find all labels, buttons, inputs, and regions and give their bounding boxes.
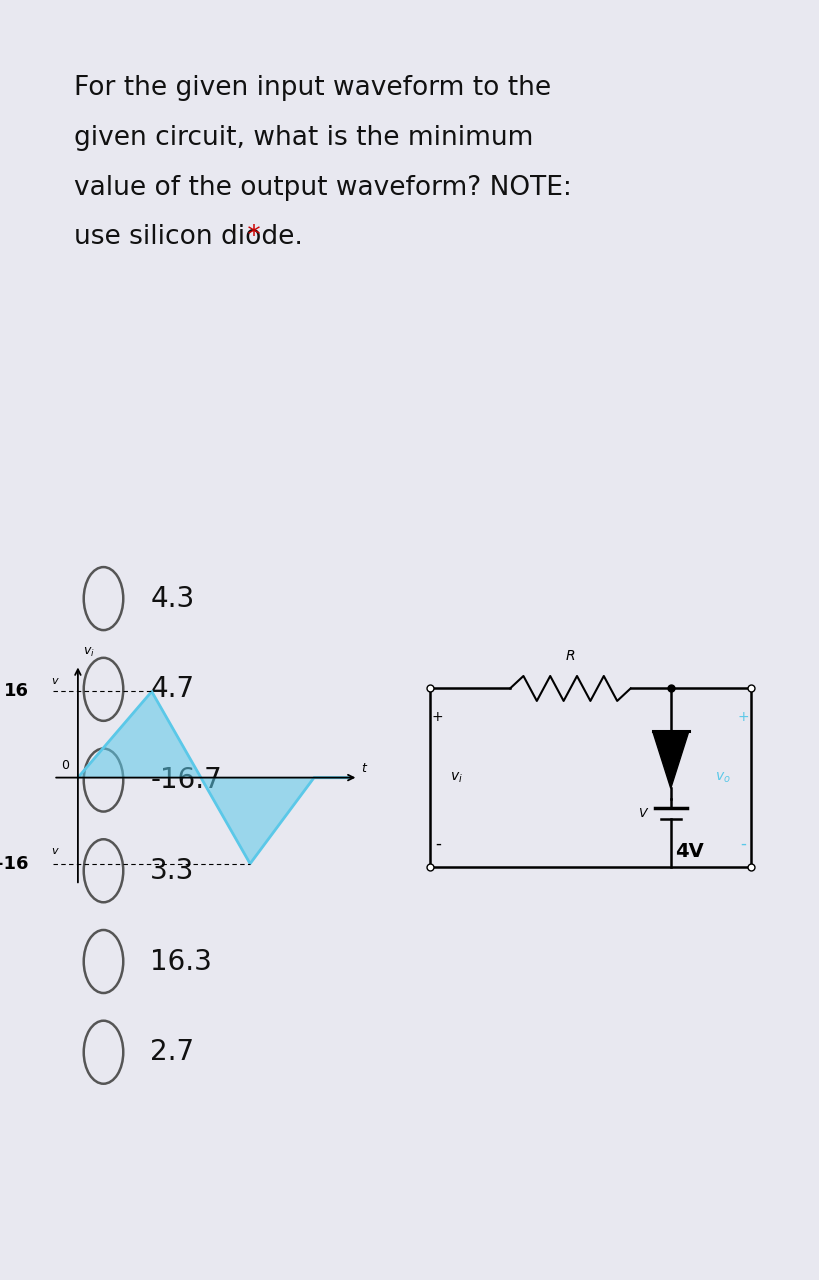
Text: 0: 0 [61, 759, 69, 772]
Text: For the given input waveform to the: For the given input waveform to the [74, 76, 550, 101]
Text: 16.3: 16.3 [150, 947, 212, 975]
Text: given circuit, what is the minimum: given circuit, what is the minimum [74, 125, 532, 151]
Text: 2.7: 2.7 [150, 1038, 194, 1066]
Text: $v_i$: $v_i$ [83, 646, 94, 659]
Text: 4.7: 4.7 [150, 676, 194, 703]
Text: -16: -16 [0, 855, 29, 873]
Text: -16.7: -16.7 [150, 765, 222, 794]
Text: -: - [740, 835, 745, 852]
Polygon shape [652, 731, 688, 788]
Text: +: + [432, 710, 443, 724]
Text: -: - [434, 835, 440, 852]
Text: V: V [637, 806, 646, 819]
Text: *: * [238, 224, 260, 251]
Text: 16: 16 [4, 682, 29, 700]
Text: R: R [565, 649, 574, 663]
Text: $v_i$: $v_i$ [449, 771, 462, 785]
Text: +: + [736, 710, 748, 724]
Text: 3.3: 3.3 [150, 856, 194, 884]
Text: 4.3: 4.3 [150, 585, 194, 613]
Text: value of the output waveform? NOTE:: value of the output waveform? NOTE: [74, 174, 571, 201]
Text: use silicon diode.: use silicon diode. [74, 224, 302, 251]
Text: 4V: 4V [674, 842, 703, 860]
Text: v: v [51, 846, 57, 855]
Text: $v_o$: $v_o$ [714, 771, 731, 785]
Text: v: v [51, 676, 57, 686]
Text: $t$: $t$ [360, 762, 368, 774]
